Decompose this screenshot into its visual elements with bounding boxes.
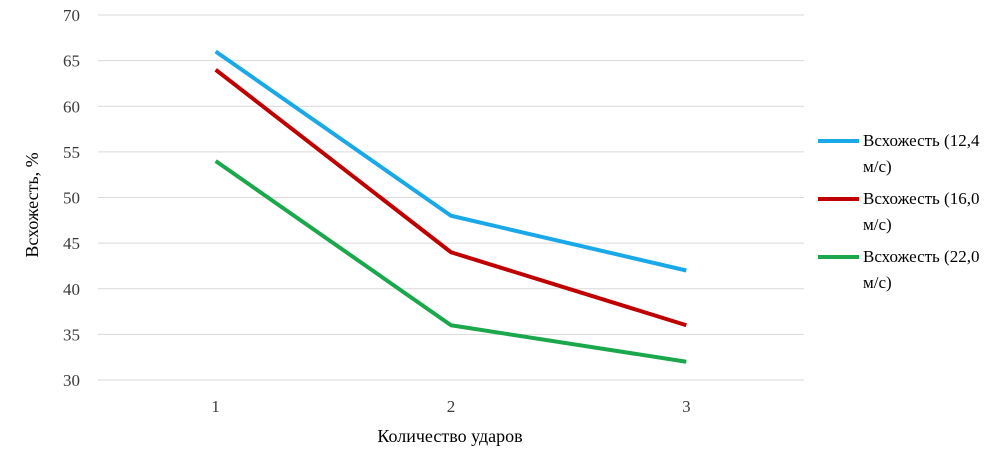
x-tick-label: 2 [447,397,456,416]
x-tick-label: 3 [682,397,691,416]
y-tick-label: 70 [63,6,80,25]
legend-swatch [818,255,859,259]
y-tick-label: 55 [63,143,80,162]
x-tick-label: 1 [211,397,220,416]
legend-item: Всхожесть (22,0 м/с) [818,244,983,302]
legend-label: Всхожесть (22,0 м/с) [863,247,980,292]
legend-item: Всхожесть (16,0 м/с) [818,186,983,244]
legend-label: Всхожесть (12,4 м/с) [863,131,980,176]
y-tick-label: 35 [63,325,80,344]
legend: Всхожесть (12,4 м/с) Всхожесть (16,0 м/с… [818,128,983,302]
y-tick-label: 65 [63,52,80,71]
gridlines [98,14,804,381]
y-tick-label: 50 [63,189,80,208]
series-lines [214,49,687,364]
series-line-1 [214,49,687,273]
y-tick-label: 30 [63,371,80,390]
legend-item: Всхожесть (12,4 м/с) [818,128,983,186]
series-line-3 [214,159,687,364]
y-tick-label: 60 [63,97,80,116]
x-axis-title: Количество ударов [377,426,522,446]
legend-swatch [818,139,859,143]
legend-label: Всхожесть (16,0 м/с) [863,189,980,234]
y-tick-label: 45 [63,234,80,253]
y-tick-label: 40 [63,280,80,299]
x-tick-labels: 1 2 3 [211,397,690,416]
y-tick-labels: 30 35 40 45 50 55 60 65 70 [63,6,80,390]
legend-swatch [818,197,859,201]
y-axis-title: Всхожесть, % [22,152,42,257]
series-line-2 [214,68,687,328]
